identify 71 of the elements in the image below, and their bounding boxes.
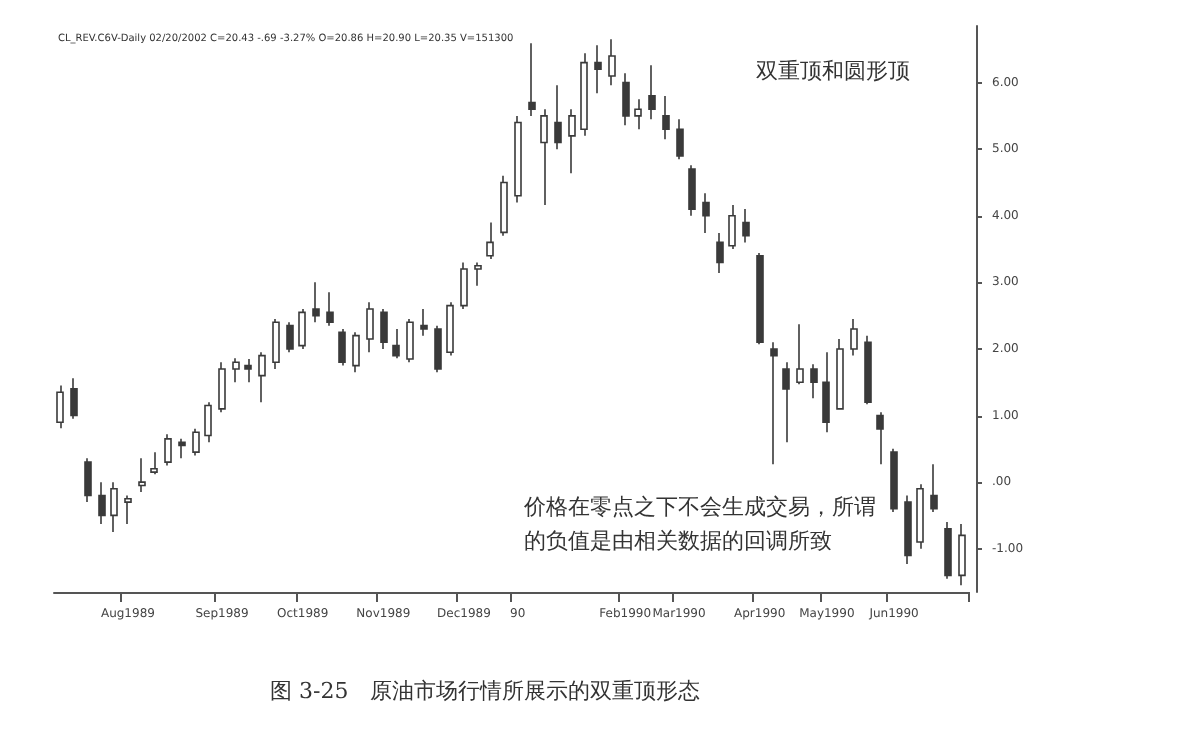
candlestick	[676, 118, 684, 160]
candlestick	[218, 361, 226, 414]
candlestick	[258, 351, 266, 404]
candlestick	[298, 308, 306, 350]
candlestick	[138, 457, 146, 493]
candlestick	[70, 377, 78, 420]
candlestick	[380, 308, 388, 350]
candlestick	[460, 261, 468, 310]
candlestick	[850, 318, 858, 357]
candlestick	[244, 358, 252, 384]
candlestick	[164, 433, 172, 467]
candlestick	[474, 261, 482, 287]
candlestick	[742, 208, 750, 244]
caption: 图 3-25 原油市场行情所展示的双重顶形态	[270, 678, 701, 704]
candlestick	[446, 301, 454, 357]
candlestick	[434, 324, 442, 374]
candlestick	[568, 108, 576, 174]
candlestick	[904, 494, 912, 565]
candlestick	[286, 321, 294, 354]
candlestick	[554, 84, 562, 150]
candlestick	[688, 164, 696, 217]
candlestick	[728, 204, 736, 250]
annotation: 价格在零点之下不会生成交易，所谓的负值是由相关数据的回调所致	[522, 494, 876, 554]
candlestick	[662, 95, 670, 140]
candlestick	[810, 363, 818, 400]
candlestick	[352, 331, 360, 374]
candlestick	[796, 323, 804, 386]
candlestick	[958, 523, 966, 587]
candlestick	[420, 308, 428, 337]
candlestick	[110, 481, 118, 533]
candlestick	[192, 428, 200, 457]
candlestick	[84, 457, 92, 503]
candlestick	[836, 338, 844, 410]
candlestick	[634, 98, 642, 131]
candlestick	[514, 115, 522, 204]
candlestick	[890, 448, 898, 513]
candlestick	[150, 451, 158, 475]
candlestick	[622, 72, 630, 127]
candlestick	[580, 52, 588, 137]
candlestick	[944, 521, 952, 580]
candlestick	[822, 351, 830, 433]
candlestick	[648, 64, 656, 121]
candlestick	[312, 281, 320, 324]
candlestick	[770, 341, 778, 465]
candlestick	[272, 318, 280, 370]
candlestick	[500, 175, 508, 237]
candlestick	[392, 328, 400, 360]
candlestick	[178, 438, 186, 459]
candlestick	[486, 221, 494, 260]
candlestick	[124, 494, 132, 525]
candlestick	[326, 291, 334, 327]
candlestick	[864, 334, 872, 406]
candlestick	[782, 361, 790, 443]
candlestick	[338, 328, 346, 367]
candlestick	[56, 384, 64, 429]
candlestick	[876, 411, 884, 465]
candlestick	[930, 463, 938, 513]
candlestick	[540, 108, 548, 206]
candlestick	[756, 252, 764, 346]
candlestick	[702, 192, 710, 234]
candlestick	[594, 44, 602, 95]
candlestick	[232, 357, 240, 384]
candlestick	[98, 481, 106, 525]
candlestick	[916, 483, 924, 550]
candlestick	[528, 42, 536, 117]
candlestick	[608, 38, 616, 87]
candlestick	[204, 401, 212, 443]
candlestick	[406, 318, 414, 364]
candlestick	[366, 301, 374, 354]
candlestick	[716, 232, 724, 274]
text: 双重顶和圆形顶	[756, 58, 910, 84]
